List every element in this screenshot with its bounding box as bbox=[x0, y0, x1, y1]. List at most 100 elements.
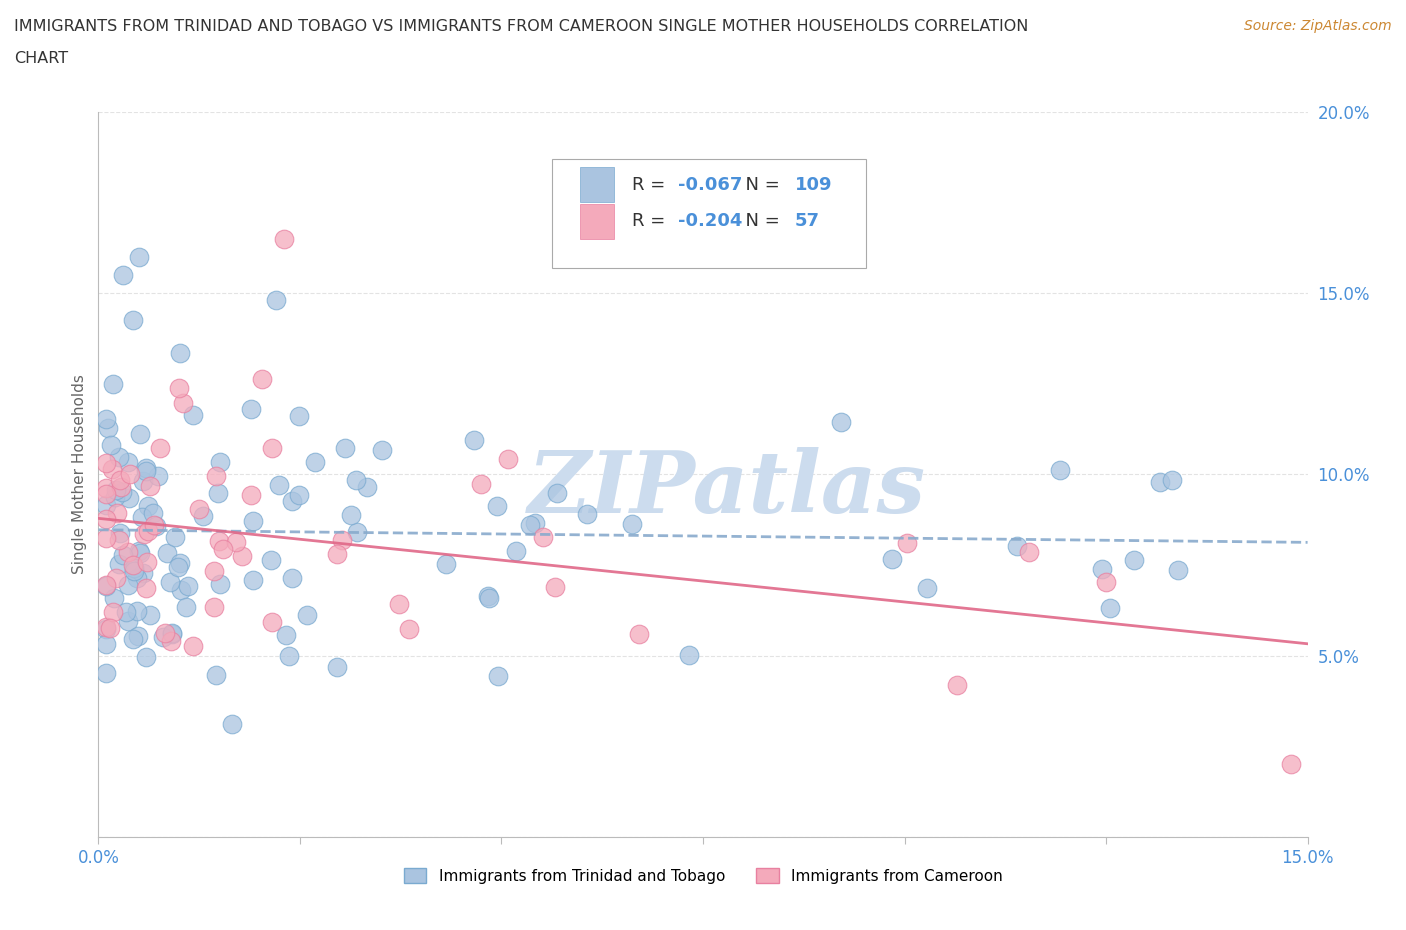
Text: N =: N = bbox=[734, 176, 786, 193]
FancyBboxPatch shape bbox=[579, 167, 613, 203]
Point bbox=[477, 589, 499, 604]
Point bbox=[519, 517, 541, 532]
Point bbox=[193, 508, 215, 523]
Point bbox=[96, 512, 118, 526]
Point bbox=[121, 312, 143, 327]
Point bbox=[96, 498, 118, 512]
Point bbox=[108, 532, 131, 547]
Point bbox=[231, 549, 253, 564]
Point bbox=[211, 542, 233, 557]
Point bbox=[463, 432, 485, 447]
Point bbox=[122, 560, 145, 575]
Point bbox=[1007, 538, 1029, 553]
Point bbox=[118, 467, 141, 482]
Point bbox=[346, 525, 368, 540]
Point bbox=[621, 517, 644, 532]
Point bbox=[470, 476, 492, 491]
Point bbox=[128, 543, 150, 558]
Point bbox=[209, 455, 232, 470]
Point bbox=[117, 578, 139, 592]
Point bbox=[478, 591, 501, 605]
Point bbox=[96, 486, 118, 501]
Point bbox=[225, 535, 247, 550]
Point bbox=[117, 545, 139, 560]
Point bbox=[135, 554, 157, 569]
Point bbox=[915, 581, 938, 596]
Point bbox=[96, 578, 118, 593]
Point bbox=[156, 545, 179, 560]
Point bbox=[129, 546, 152, 561]
Point bbox=[135, 649, 157, 664]
FancyBboxPatch shape bbox=[579, 204, 613, 238]
Point bbox=[136, 524, 159, 538]
Point bbox=[330, 532, 353, 547]
Point bbox=[946, 677, 969, 692]
Point bbox=[202, 600, 225, 615]
Text: ZIPatlas: ZIPatlas bbox=[529, 447, 927, 530]
Point bbox=[1122, 552, 1144, 567]
Point bbox=[326, 660, 349, 675]
Point bbox=[104, 570, 127, 585]
Point bbox=[149, 441, 172, 456]
Point bbox=[96, 481, 118, 496]
Point bbox=[139, 478, 162, 493]
Point bbox=[1160, 472, 1182, 487]
Point bbox=[242, 513, 264, 528]
Point bbox=[281, 571, 304, 586]
Point bbox=[267, 478, 290, 493]
Point bbox=[169, 346, 191, 361]
Point bbox=[264, 293, 287, 308]
Point bbox=[434, 557, 457, 572]
Point bbox=[110, 525, 132, 540]
Point bbox=[115, 605, 138, 620]
Point bbox=[96, 411, 118, 426]
Point bbox=[488, 669, 510, 684]
Point bbox=[104, 483, 127, 498]
Point bbox=[242, 572, 264, 587]
Point bbox=[523, 516, 546, 531]
Point bbox=[152, 630, 174, 644]
Point bbox=[169, 381, 191, 396]
Point bbox=[1018, 544, 1040, 559]
Point bbox=[98, 620, 121, 635]
Point bbox=[678, 647, 700, 662]
Point bbox=[498, 452, 520, 467]
Point bbox=[250, 372, 273, 387]
Text: -0.067: -0.067 bbox=[678, 176, 742, 193]
Point bbox=[96, 666, 118, 681]
Point bbox=[204, 668, 226, 683]
Point bbox=[122, 564, 145, 578]
Point bbox=[1099, 600, 1122, 615]
Point bbox=[882, 551, 904, 566]
Point bbox=[127, 604, 149, 618]
Text: N =: N = bbox=[734, 212, 786, 230]
Point bbox=[111, 268, 134, 283]
Point bbox=[160, 626, 183, 641]
Point bbox=[262, 441, 284, 456]
Point bbox=[295, 607, 318, 622]
Point bbox=[221, 717, 243, 732]
Point bbox=[344, 472, 367, 487]
Point bbox=[146, 469, 169, 484]
Point bbox=[205, 469, 228, 484]
Point bbox=[531, 530, 554, 545]
Point bbox=[100, 438, 122, 453]
Point bbox=[165, 529, 187, 544]
Point bbox=[96, 531, 118, 546]
Y-axis label: Single Mother Households: Single Mother Households bbox=[72, 375, 87, 574]
Point bbox=[121, 558, 143, 573]
Text: 109: 109 bbox=[794, 176, 832, 193]
Point bbox=[138, 607, 160, 622]
Point bbox=[103, 591, 125, 605]
Point bbox=[131, 510, 153, 525]
Point bbox=[111, 485, 134, 499]
Point bbox=[174, 599, 197, 614]
Point bbox=[274, 628, 297, 643]
Point bbox=[100, 462, 122, 477]
Point bbox=[371, 443, 394, 458]
Point bbox=[1091, 562, 1114, 577]
Legend: Immigrants from Trinidad and Tobago, Immigrants from Cameroon: Immigrants from Trinidad and Tobago, Imm… bbox=[404, 868, 1002, 884]
Point bbox=[103, 377, 125, 392]
Point bbox=[135, 460, 157, 475]
Text: Source: ZipAtlas.com: Source: ZipAtlas.com bbox=[1244, 19, 1392, 33]
